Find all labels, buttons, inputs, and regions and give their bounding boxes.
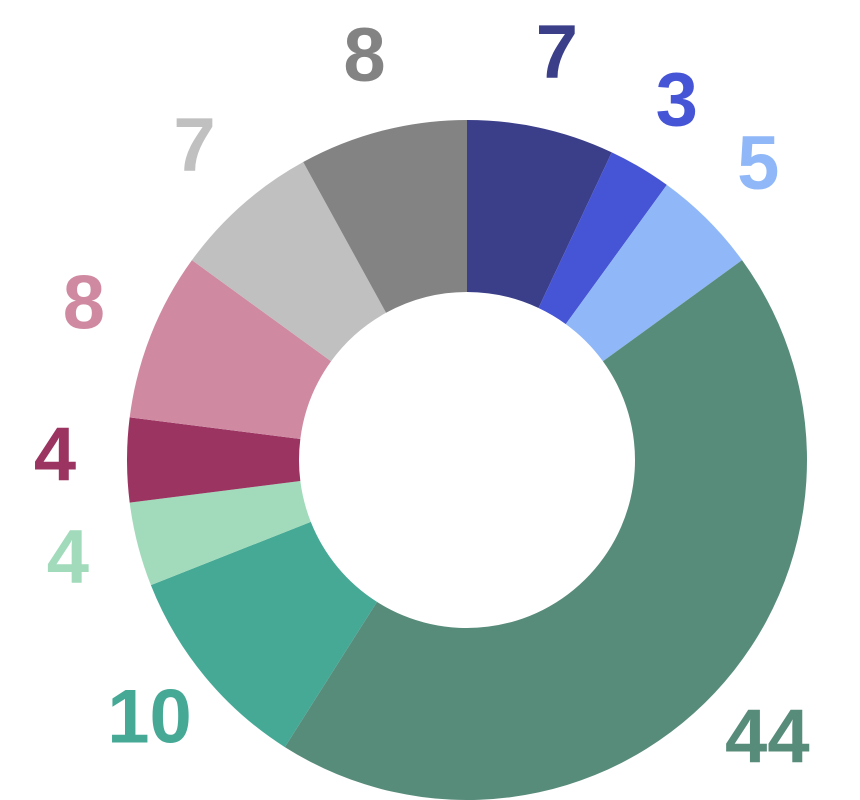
data-label: 10 bbox=[107, 675, 192, 760]
donut-segment bbox=[538, 152, 667, 325]
donut-segment bbox=[150, 521, 377, 748]
data-label: 3 bbox=[656, 57, 698, 142]
donut-segment bbox=[129, 481, 311, 586]
data-label: 8 bbox=[343, 13, 385, 98]
data-label: 4 bbox=[34, 412, 76, 497]
data-label: 4 bbox=[47, 515, 89, 600]
data-label: 7 bbox=[536, 10, 578, 95]
donut-segment bbox=[284, 260, 808, 800]
data-label: 5 bbox=[737, 121, 779, 206]
donut-segment bbox=[303, 120, 467, 313]
donut-segment bbox=[127, 417, 301, 503]
donut-segment bbox=[467, 120, 612, 308]
donut-segment bbox=[129, 260, 332, 439]
donut-segment bbox=[565, 184, 743, 362]
data-label: 7 bbox=[173, 103, 215, 188]
data-label: 44 bbox=[725, 694, 810, 779]
data-label: 8 bbox=[63, 260, 105, 345]
donut-segment bbox=[191, 162, 387, 362]
